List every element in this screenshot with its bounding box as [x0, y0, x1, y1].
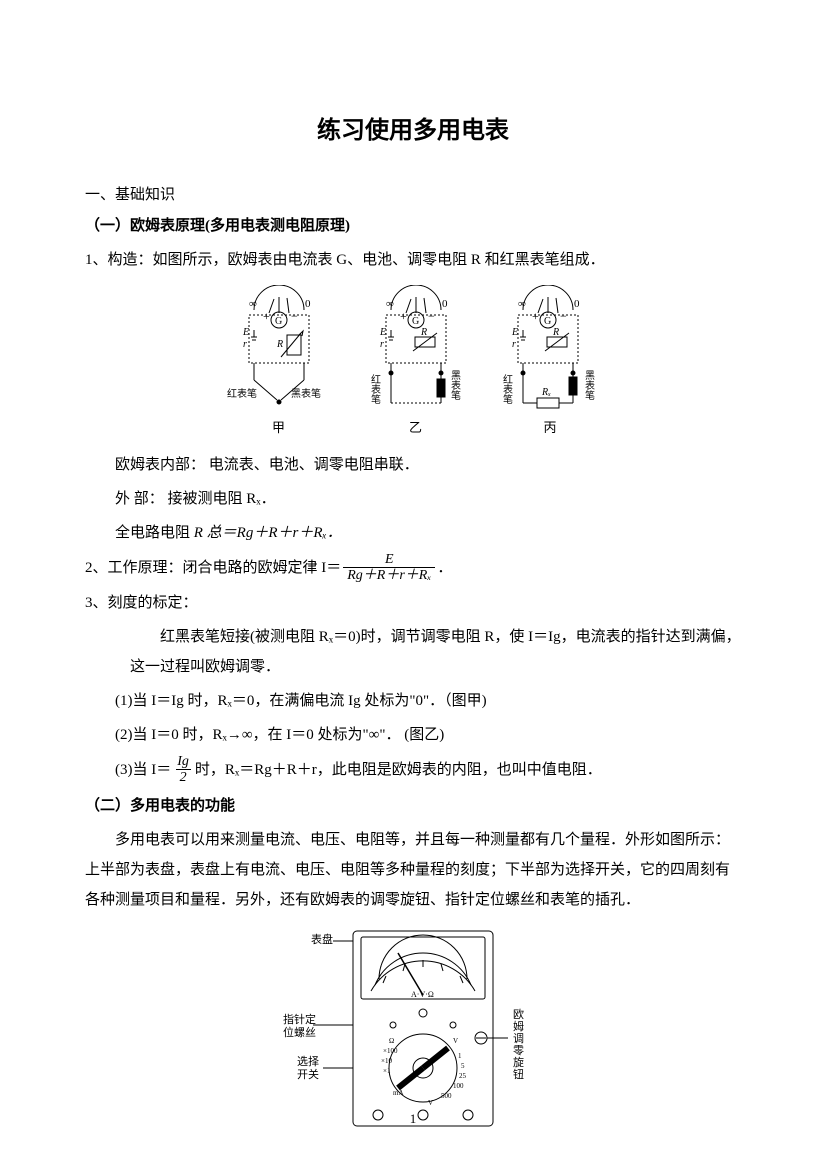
svg-text:笔: 笔	[585, 389, 595, 402]
svg-text:Ω: Ω	[389, 1037, 394, 1045]
caption-yi: 乙	[361, 417, 471, 436]
diagram-jia: ∞ 0 G + − E r R	[219, 285, 339, 436]
svg-text:R: R	[420, 327, 427, 338]
svg-text:+: +	[400, 309, 407, 323]
subsection-1-2: （二）多用电表的功能	[85, 794, 741, 815]
svg-text:r: r	[380, 339, 384, 350]
svg-text:E: E	[242, 327, 249, 338]
svg-text:A·V·Ω: A·V·Ω	[411, 990, 434, 999]
svg-text:位螺丝: 位螺丝	[283, 1025, 316, 1039]
paragraph-6: 3、刻度的标定：	[85, 588, 741, 618]
svg-text:0: 0	[305, 298, 311, 310]
svg-text:500: 500	[441, 1092, 452, 1100]
svg-text:0: 0	[574, 298, 580, 310]
fraction-half-ig: Ig 2	[173, 754, 193, 786]
diagram-yi: ∞ 0 G + − E r R	[361, 285, 471, 436]
page-number: 1	[0, 1111, 826, 1127]
section-1-label: 一、基础知识	[85, 183, 741, 204]
svg-text:调: 调	[513, 1032, 524, 1045]
svg-text:+: +	[532, 309, 539, 323]
svg-text:选择: 选择	[297, 1054, 319, 1068]
svg-text:×1: ×1	[383, 1067, 391, 1075]
svg-text:0: 0	[442, 298, 448, 310]
caption-bing: 丙	[493, 417, 608, 436]
svg-text:黑表笔: 黑表笔	[291, 387, 321, 400]
svg-text:笔: 笔	[503, 393, 513, 406]
svg-text:红表笔: 红表笔	[227, 387, 257, 400]
svg-text:∞: ∞	[386, 298, 394, 310]
diagram-bing: ∞ 0 G + − E r R	[493, 285, 608, 436]
svg-text:V: V	[428, 1099, 433, 1107]
svg-text:指针定: 指针定	[283, 1012, 316, 1026]
svg-text:G: G	[275, 316, 282, 327]
svg-text:mA: mA	[393, 1089, 404, 1097]
svg-text:−: −	[560, 309, 567, 323]
svg-text:笔: 笔	[371, 393, 381, 406]
svg-text:Rₓ: Rₓ	[541, 387, 551, 398]
svg-text:×10: ×10	[381, 1057, 392, 1065]
svg-text:笔: 笔	[451, 389, 461, 402]
svg-text:1: 1	[458, 1052, 462, 1060]
svg-text:V: V	[453, 1037, 458, 1045]
paragraph-11: 多用电表可以用来测量电流、电压、电阻等，并且每一种测量都有几个量程．外形如图所示…	[85, 825, 741, 915]
svg-text:欧: 欧	[513, 1008, 524, 1021]
page-title: 练习使用多用电表	[85, 110, 741, 145]
svg-text:25: 25	[459, 1072, 467, 1080]
svg-text:100: 100	[453, 1082, 464, 1090]
svg-text:姆: 姆	[513, 1019, 524, 1033]
paragraph-8: (1)当 I＝Ig 时，Rₓ＝0，在满偏电流 Ig 处标为"0"．（图甲)	[85, 686, 741, 716]
paragraph-5: 2、工作原理：闭合电路的欧姆定律 I＝ E Rg＋R＋r＋Rₓ ．	[85, 552, 741, 584]
svg-text:∞: ∞	[249, 298, 257, 310]
paragraph-3: 外 部： 接被测电阻 Rₓ．	[85, 484, 741, 514]
paragraph-4: 全电路电阻 R 总＝Rg＋R＋r＋Rₓ．	[85, 518, 741, 548]
svg-text:+: +	[263, 309, 270, 323]
caption-jia: 甲	[219, 417, 339, 436]
multimeter-figure: A·V·Ω Ω V ×1 ×10 ×100 1 5 25 100 500	[85, 923, 741, 1133]
svg-text:开关: 开关	[297, 1067, 319, 1081]
svg-text:r: r	[512, 339, 516, 350]
paragraph-10: (3)当 I＝ Ig 2 时，Rₓ＝Rg＋R＋r，此电阻是欧姆表的内阻，也叫中值…	[85, 754, 741, 786]
svg-text:E: E	[511, 327, 518, 338]
svg-text:R: R	[276, 339, 283, 350]
svg-text:G: G	[412, 316, 419, 327]
paragraph-7: 红黑表笔短接(被测电阻 Rₓ＝0)时，调节调零电阻 R，使 I＝Ig，电流表的指…	[85, 622, 741, 682]
svg-text:∞: ∞	[518, 298, 526, 310]
svg-text:旋: 旋	[513, 1055, 524, 1069]
fraction-ohm-law: E Rg＋R＋r＋Rₓ	[343, 552, 435, 584]
svg-text:5: 5	[461, 1062, 465, 1070]
svg-text:零: 零	[513, 1044, 524, 1057]
svg-text:−: −	[428, 309, 435, 323]
svg-text:R: R	[552, 327, 559, 338]
subsection-1-1: （一）欧姆表原理(多用电表测电阻原理)	[85, 214, 741, 235]
ohmmeter-diagrams: ∞ 0 G + − E r R	[85, 285, 741, 436]
svg-text:表盘: 表盘	[311, 932, 333, 946]
svg-text:钮: 钮	[513, 1067, 524, 1081]
svg-text:G: G	[544, 316, 551, 327]
svg-text:−: −	[291, 309, 298, 323]
paragraph-1: 1、构造：如图所示，欧姆表由电流表 G、电池、调零电阻 R 和红黑表笔组成．	[85, 245, 741, 275]
svg-text:×100: ×100	[383, 1047, 398, 1055]
svg-text:E: E	[379, 327, 386, 338]
paragraph-2: 欧姆表内部： 电流表、电池、调零电阻串联．	[85, 450, 741, 480]
svg-text:r: r	[243, 339, 247, 350]
paragraph-9: (2)当 I＝0 时，Rₓ→∞，在 I＝0 处标为"∞"． (图乙)	[85, 720, 741, 750]
